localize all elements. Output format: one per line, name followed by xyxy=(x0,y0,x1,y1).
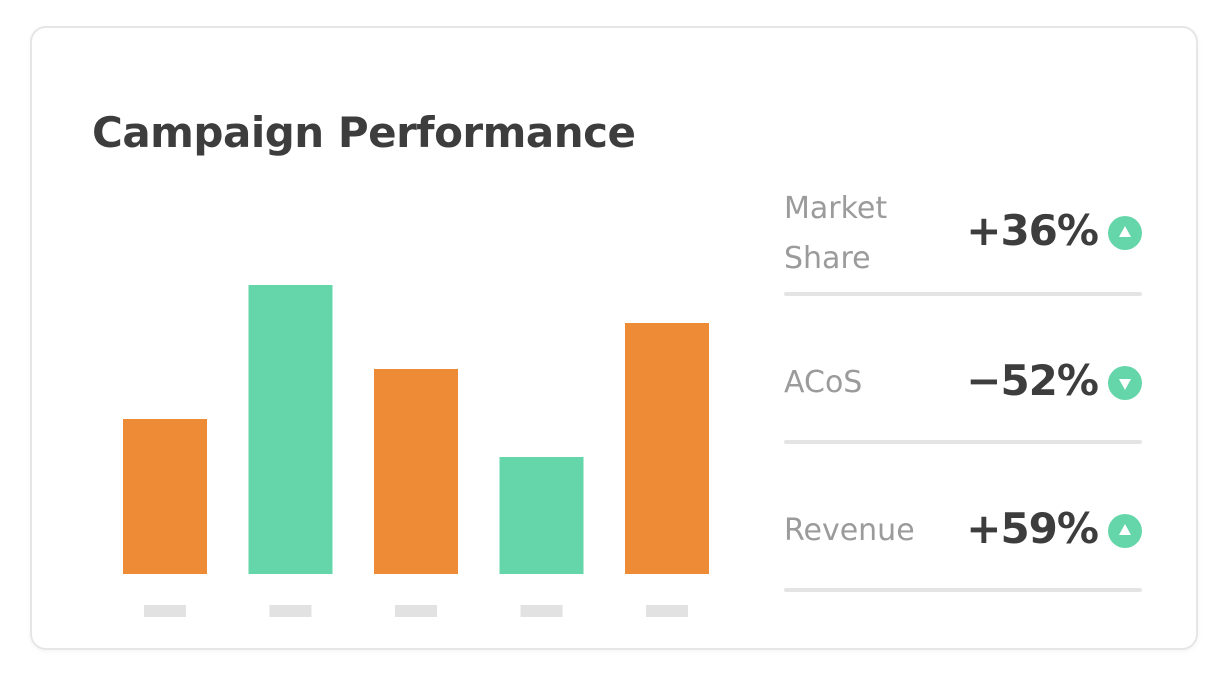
metric-label: ACoS xyxy=(784,365,863,400)
x-tick-placeholder-1 xyxy=(144,605,186,617)
metric-value: −52% xyxy=(966,356,1099,405)
bar-5 xyxy=(625,323,709,574)
x-tick-placeholder-5 xyxy=(646,605,688,617)
metric-value: +36% xyxy=(966,206,1099,255)
bar-chart xyxy=(123,285,709,617)
bar-3 xyxy=(374,369,458,574)
bar-1 xyxy=(123,419,207,574)
triangle-up-icon xyxy=(1108,216,1142,250)
bar-2 xyxy=(248,285,333,574)
divider xyxy=(784,292,1142,296)
metric-value: +59% xyxy=(966,504,1099,553)
bar-4 xyxy=(499,457,584,574)
metric-label: Market Share xyxy=(784,191,888,276)
campaign-performance-card: Campaign Performance Market Share +36% A… xyxy=(30,26,1198,650)
triangle-up-icon xyxy=(1108,514,1142,548)
metric-label: Revenue xyxy=(784,513,915,548)
card-title: Campaign Performance xyxy=(92,108,636,157)
x-tick-placeholder-3 xyxy=(395,605,437,617)
x-tick-placeholder-4 xyxy=(520,605,563,617)
divider xyxy=(784,440,1142,444)
x-tick-placeholder-2 xyxy=(269,605,312,617)
divider xyxy=(784,588,1142,592)
triangle-down-icon xyxy=(1108,366,1142,400)
